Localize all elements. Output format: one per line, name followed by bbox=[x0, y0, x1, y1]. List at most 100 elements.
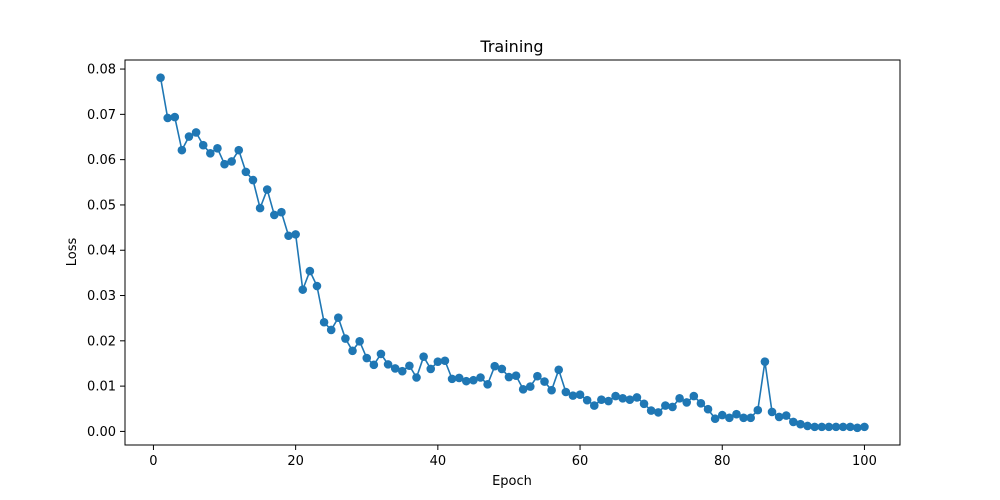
data-point bbox=[469, 375, 478, 385]
data-point bbox=[803, 421, 812, 431]
data-point bbox=[625, 395, 635, 405]
data-point bbox=[184, 132, 194, 141]
y-tick-label: 0.03 bbox=[87, 289, 116, 304]
plot-frame bbox=[124, 59, 901, 446]
data-point bbox=[561, 387, 571, 397]
data-point bbox=[760, 357, 770, 366]
data-point bbox=[170, 112, 180, 122]
data-point bbox=[198, 140, 208, 150]
y-tick-label: 0.05 bbox=[87, 198, 116, 213]
data-point bbox=[739, 413, 748, 423]
data-point bbox=[781, 411, 791, 420]
data-point bbox=[618, 394, 628, 403]
data-point bbox=[518, 384, 528, 394]
data-point bbox=[412, 373, 421, 382]
data-point bbox=[725, 413, 734, 423]
y-tick-label: 0.06 bbox=[87, 153, 116, 168]
data-point bbox=[838, 422, 848, 432]
data-point bbox=[717, 410, 727, 420]
data-point bbox=[476, 373, 485, 382]
data-point bbox=[796, 419, 805, 429]
y-tick-label: 0.07 bbox=[87, 108, 116, 123]
data-point bbox=[156, 73, 165, 82]
data-point bbox=[298, 285, 308, 294]
data-point bbox=[163, 113, 172, 123]
data-point bbox=[490, 361, 500, 371]
data-point bbox=[248, 175, 258, 185]
data-point bbox=[191, 128, 201, 137]
data-point bbox=[355, 336, 364, 346]
data-point bbox=[270, 210, 279, 220]
data-point bbox=[177, 145, 187, 155]
data-point bbox=[661, 401, 670, 410]
data-point bbox=[426, 364, 436, 374]
data-point bbox=[611, 391, 620, 401]
data-point bbox=[291, 230, 300, 239]
x-tick-label: 80 bbox=[714, 454, 731, 469]
y-axis-label: Loss bbox=[65, 238, 80, 267]
data-point bbox=[653, 408, 663, 417]
data-point bbox=[554, 365, 564, 375]
data-point bbox=[540, 377, 549, 386]
data-point bbox=[326, 325, 336, 335]
data-point bbox=[405, 361, 414, 371]
y-tick-label: 0.02 bbox=[87, 334, 116, 349]
data-point bbox=[390, 364, 400, 373]
data-point bbox=[710, 414, 720, 424]
data-point bbox=[376, 349, 386, 359]
data-point bbox=[817, 422, 827, 432]
data-point bbox=[433, 357, 443, 366]
data-point bbox=[440, 356, 450, 366]
x-tick-label: 20 bbox=[287, 454, 304, 469]
data-point bbox=[234, 145, 244, 155]
data-point bbox=[533, 371, 542, 381]
data-point bbox=[497, 364, 507, 374]
data-point bbox=[589, 401, 599, 410]
loss-series bbox=[156, 73, 869, 433]
data-point bbox=[255, 203, 265, 213]
chart-title: Training bbox=[479, 37, 543, 56]
data-point bbox=[767, 407, 777, 417]
y-tick-label: 0.08 bbox=[87, 63, 116, 78]
axes: 0 20 40 60 80 100 0.00 0.01 0.02 0.03 0.04 0.05 0.06… bbox=[87, 63, 877, 469]
x-tick-label: 100 bbox=[852, 454, 877, 469]
data-point bbox=[831, 422, 841, 432]
data-point bbox=[348, 346, 357, 356]
data-point bbox=[689, 391, 699, 401]
data-point bbox=[668, 402, 677, 412]
data-point bbox=[575, 390, 585, 400]
data-point bbox=[732, 409, 741, 419]
data-point bbox=[362, 353, 372, 363]
data-point bbox=[312, 281, 322, 291]
data-point bbox=[334, 313, 343, 323]
y-tick-label: 0.01 bbox=[87, 380, 116, 395]
data-point bbox=[824, 422, 834, 432]
data-point bbox=[397, 366, 407, 376]
data-point bbox=[262, 185, 272, 194]
data-point bbox=[746, 413, 755, 423]
x-axis-label: Epoch bbox=[492, 474, 532, 489]
data-point bbox=[341, 334, 350, 343]
data-point bbox=[845, 422, 855, 432]
data-point bbox=[810, 422, 819, 432]
y-tick-label: 0.04 bbox=[87, 244, 116, 259]
data-point bbox=[604, 396, 613, 406]
data-point bbox=[504, 372, 514, 382]
data-point bbox=[675, 394, 684, 403]
data-point bbox=[383, 360, 393, 369]
data-point bbox=[632, 393, 642, 402]
data-point bbox=[319, 317, 329, 327]
data-point bbox=[447, 374, 457, 384]
data-point bbox=[511, 371, 521, 381]
x-tick-label: 40 bbox=[430, 454, 447, 469]
data-point bbox=[461, 376, 471, 386]
data-point bbox=[241, 167, 251, 177]
data-point bbox=[860, 422, 869, 432]
data-point bbox=[568, 391, 578, 400]
data-point bbox=[682, 398, 691, 407]
data-point bbox=[206, 149, 215, 158]
y-tick-label: 0.00 bbox=[87, 425, 116, 440]
data-point bbox=[419, 352, 428, 361]
data-point bbox=[774, 412, 784, 422]
